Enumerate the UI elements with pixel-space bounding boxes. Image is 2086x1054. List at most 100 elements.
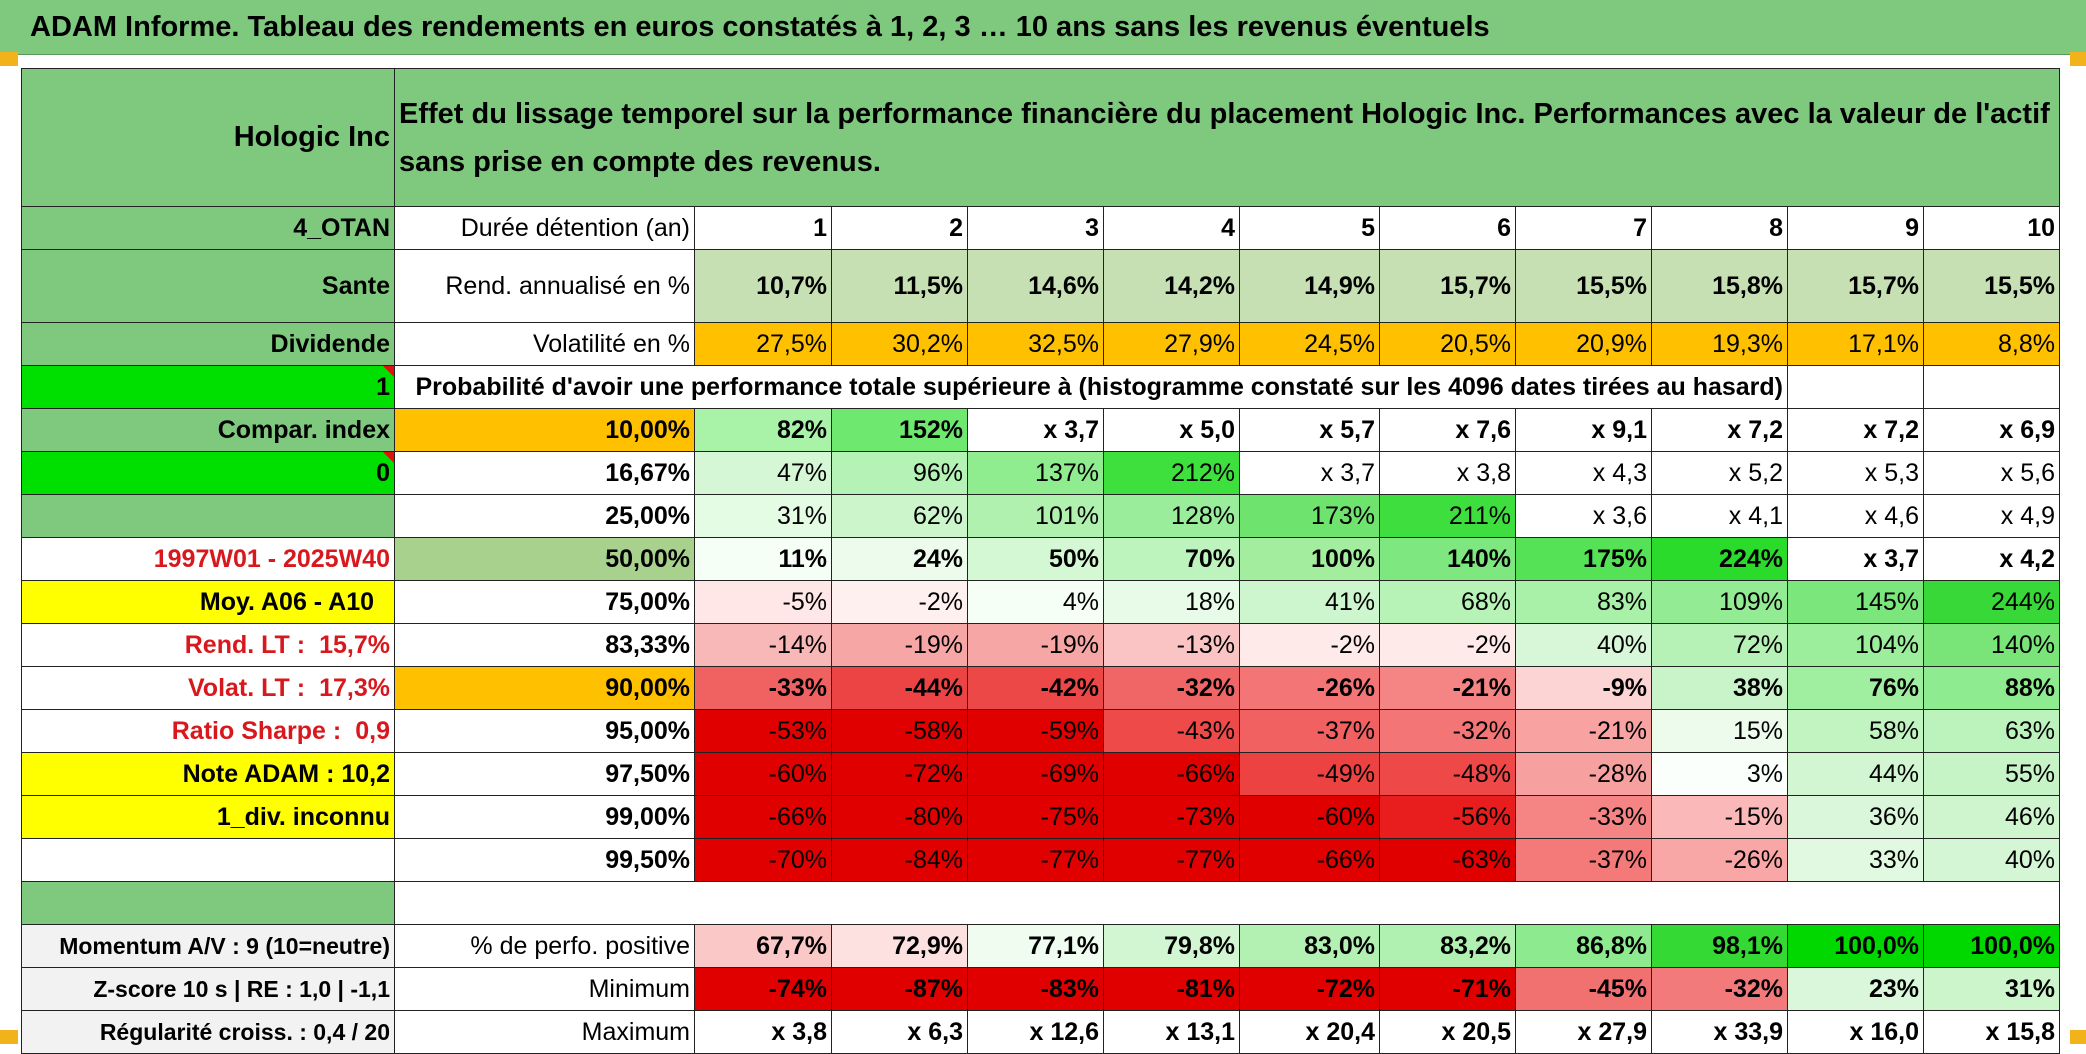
corner-marker xyxy=(0,52,18,66)
volat-cell: 8,8% xyxy=(1923,322,2060,366)
prob-cell: 24% xyxy=(831,537,968,581)
prob-cell: 18% xyxy=(1103,580,1240,624)
prob-cell: -2% xyxy=(1239,623,1380,667)
prob-cell: -9% xyxy=(1515,666,1652,710)
sharpe-ratio: Ratio Sharpe : 0,9 xyxy=(21,709,395,753)
maximum-cell: x 13,1 xyxy=(1103,1010,1240,1054)
prob-threshold: 10,00% xyxy=(394,408,695,452)
maximum-cell: x 20,4 xyxy=(1239,1010,1380,1054)
prob-cell: x 3,6 xyxy=(1515,494,1652,538)
prob-cell: -77% xyxy=(1103,838,1240,882)
header-row: 4_OTAN Durée détention (an) 1 2 3 4 5 6 … xyxy=(21,206,2060,250)
prob-cell: 41% xyxy=(1239,580,1380,624)
prob-cell: 137% xyxy=(967,451,1104,495)
prob-cell: x 4,6 xyxy=(1787,494,1924,538)
prob-cell: -33% xyxy=(694,666,832,710)
prob-cell: x 5,3 xyxy=(1787,451,1924,495)
volat-cell: 27,5% xyxy=(694,322,832,366)
year-header: 9 xyxy=(1787,206,1924,250)
prob-cell: -53% xyxy=(694,709,832,753)
prob-cell: 173% xyxy=(1239,494,1380,538)
prob-cell: x 5,7 xyxy=(1239,408,1380,452)
prob-cell: -49% xyxy=(1239,752,1380,796)
minimum-label: Minimum xyxy=(394,967,695,1011)
minimum-cell: -74% xyxy=(694,967,832,1011)
rend-cell: 14,6% xyxy=(967,249,1104,323)
prob-cell: 72% xyxy=(1651,623,1788,667)
prob-cell: 212% xyxy=(1103,451,1240,495)
volat-label: Volatilité en % xyxy=(394,322,695,366)
prob-cell: 55% xyxy=(1923,752,2060,796)
prob-row: Rend. LT : 15,7% 83,33% -14% -19% -19% -1… xyxy=(21,623,2060,667)
positive-label: % de perfo. positive xyxy=(394,924,695,968)
prob-cell: -44% xyxy=(831,666,968,710)
minimum-cell: -81% xyxy=(1103,967,1240,1011)
prob-cell: 100% xyxy=(1239,537,1380,581)
positive-cell: 83,0% xyxy=(1239,924,1380,968)
prob-cell: 44% xyxy=(1787,752,1924,796)
prob-cell: x 4,2 xyxy=(1923,537,2060,581)
positive-cell: 67,7% xyxy=(694,924,832,968)
description-text: Effet du lissage temporel sur la perform… xyxy=(399,97,2050,178)
zscore-label: Z-score 10 s | RE : 1,0 | -1,1 xyxy=(21,967,395,1011)
prob-cell: -60% xyxy=(1239,795,1380,839)
prob-cell: -19% xyxy=(831,623,968,667)
positive-cell: 100,0% xyxy=(1923,924,2060,968)
prob-cell: -33% xyxy=(1515,795,1652,839)
prob-cell: -32% xyxy=(1379,709,1516,753)
prob-cell: -48% xyxy=(1379,752,1516,796)
corner-marker xyxy=(2070,1030,2086,1044)
prob-cell: -84% xyxy=(831,838,968,882)
year-header: 10 xyxy=(1923,206,2060,250)
prob-row: 0 16,67% 47% 96% 137% 212% x 3,7 x 3,8 x… xyxy=(21,451,2060,495)
prob-cell: 63% xyxy=(1923,709,2060,753)
prob-cell: -66% xyxy=(694,795,832,839)
prob-cell: x 4,3 xyxy=(1515,451,1652,495)
prob-cell: 68% xyxy=(1379,580,1516,624)
rend-lt: Rend. LT : 15,7% xyxy=(21,623,395,667)
prob-cell: x 3,8 xyxy=(1379,451,1516,495)
minimum-row: Z-score 10 s | RE : 1,0 | -1,1 Minimum -… xyxy=(21,967,2060,1011)
rend-cell: 15,5% xyxy=(1923,249,2060,323)
prob-cell: x 6,9 xyxy=(1923,408,2060,452)
maximum-cell: x 33,9 xyxy=(1651,1010,1788,1054)
prob-cell: -21% xyxy=(1379,666,1516,710)
year-header: 4 xyxy=(1103,206,1240,250)
positive-cell: 86,8% xyxy=(1515,924,1652,968)
prob-row: Note ADAM : 10,2 97,50% -60% -72% -69% -… xyxy=(21,752,2060,796)
prob-cell: 140% xyxy=(1379,537,1516,581)
probability-title: Probabilité d'avoir une performance tota… xyxy=(394,365,1788,409)
prob-cell: 128% xyxy=(1103,494,1240,538)
corner-marker xyxy=(0,1030,18,1044)
maximum-label: Maximum xyxy=(394,1010,695,1054)
year-header: 8 xyxy=(1651,206,1788,250)
prob-cell: -66% xyxy=(1239,838,1380,882)
year-header: 7 xyxy=(1515,206,1652,250)
prob-cell: -70% xyxy=(694,838,832,882)
prob-cell: 31% xyxy=(694,494,832,538)
rend-cell: 14,2% xyxy=(1103,249,1240,323)
prob-cell: -72% xyxy=(831,752,968,796)
volat-lt-label: Volat. LT : xyxy=(187,673,306,702)
prob-row: Volat. LT : 17,3% 90,00% -33% -44% -42% -… xyxy=(21,666,2060,710)
positive-row: Momentum A/V : 9 (10=neutre) % de perfo.… xyxy=(21,924,2060,968)
volat-row: Dividende Volatilité en % 27,5% 30,2% 32… xyxy=(21,322,2060,366)
volat-cell: 27,9% xyxy=(1103,322,1240,366)
prob-cell: -75% xyxy=(967,795,1104,839)
spacer-green xyxy=(21,881,395,925)
prob-cell: 175% xyxy=(1515,537,1652,581)
volat-cell: 20,5% xyxy=(1379,322,1516,366)
positive-cell: 79,8% xyxy=(1103,924,1240,968)
minimum-cell: 23% xyxy=(1787,967,1924,1011)
minimum-cell: -72% xyxy=(1239,967,1380,1011)
prob-cell: x 7,6 xyxy=(1379,408,1516,452)
volat-cell: 32,5% xyxy=(967,322,1104,366)
minimum-cell: -83% xyxy=(967,967,1104,1011)
prob-cell: -15% xyxy=(1651,795,1788,839)
prob-row: 1_div. inconnu 99,00% -66% -80% -75% -73… xyxy=(21,795,2060,839)
prob-cell: -13% xyxy=(1103,623,1240,667)
asset-name: Hologic Inc xyxy=(21,68,395,207)
prob-cell: -58% xyxy=(831,709,968,753)
prob-cell: -28% xyxy=(1515,752,1652,796)
rend-cell: 15,5% xyxy=(1515,249,1652,323)
